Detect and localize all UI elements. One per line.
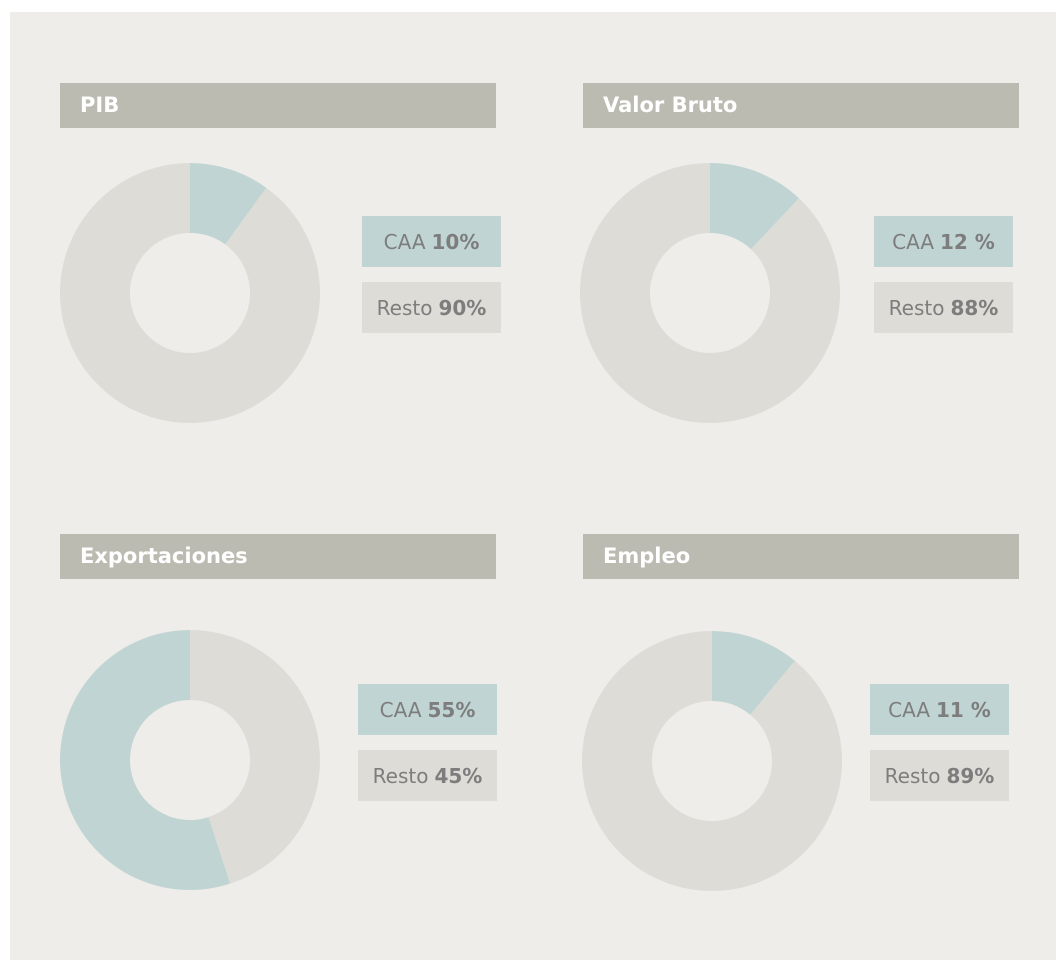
- legend-box: [874, 216, 1013, 267]
- legend-label: CAA 12 %: [892, 230, 995, 254]
- legend-category: Resto: [373, 764, 429, 788]
- legend-label: Resto 90%: [377, 296, 487, 320]
- legend-category: Resto: [377, 296, 433, 320]
- legend-box: [358, 750, 497, 801]
- chart-title: Exportaciones: [80, 544, 248, 568]
- legend-value: 11 %: [936, 698, 991, 722]
- donut-slice: [712, 631, 795, 715]
- title-bar: [60, 534, 496, 579]
- donut-slice: [582, 631, 843, 891]
- legend-label: CAA 10%: [384, 230, 480, 254]
- title-bar: [60, 83, 496, 128]
- legend-box: [870, 750, 1009, 801]
- donut-slice: [580, 163, 841, 423]
- chart-title: Empleo: [603, 544, 690, 568]
- legend-box: [870, 684, 1009, 735]
- legend-category: Resto: [889, 296, 945, 320]
- legend-category: Resto: [885, 764, 941, 788]
- legend-value: 45%: [434, 764, 482, 788]
- legend-category: CAA: [888, 698, 930, 722]
- title-bar: [583, 534, 1019, 579]
- chart-title: Valor Bruto: [603, 93, 737, 117]
- legend-label: Resto 89%: [885, 764, 995, 788]
- legend-value: 12 %: [940, 230, 995, 254]
- donut-slice: [190, 163, 267, 245]
- chart-title: PIB: [80, 93, 119, 117]
- legend-value: 90%: [438, 296, 486, 320]
- donut-slice: [60, 163, 321, 423]
- legend-category: CAA: [380, 698, 422, 722]
- title-bar: [583, 83, 1019, 128]
- legend-value: 89%: [946, 764, 994, 788]
- legend-label: Resto 45%: [373, 764, 483, 788]
- legend-value: 88%: [950, 296, 998, 320]
- donut-slice: [190, 630, 320, 884]
- legend-box: [874, 282, 1013, 333]
- legend-box: [358, 684, 497, 735]
- legend-box: [362, 216, 501, 267]
- legend-label: CAA 11 %: [888, 698, 991, 722]
- legend-label: CAA 55%: [380, 698, 476, 722]
- legend-value: 10%: [432, 230, 480, 254]
- legend-category: CAA: [892, 230, 934, 254]
- legend-value: 55%: [428, 698, 476, 722]
- legend-box: [362, 282, 501, 333]
- legend-category: CAA: [384, 230, 426, 254]
- donut-slice: [710, 163, 799, 250]
- donut-slice: [59, 630, 231, 890]
- legend-label: Resto 88%: [889, 296, 999, 320]
